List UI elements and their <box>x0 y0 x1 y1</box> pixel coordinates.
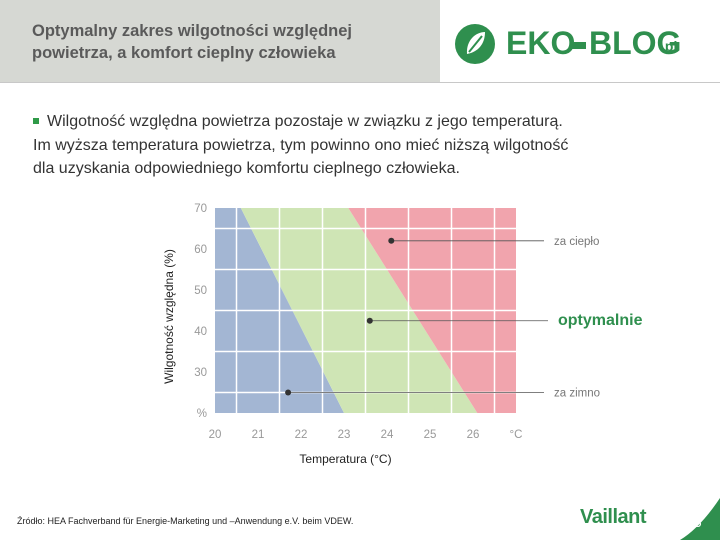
x-tick-label: 25 <box>424 429 437 441</box>
slide-title: Optymalny zakres wilgotności względnej p… <box>32 20 422 64</box>
x-tick-label: 20 <box>209 429 222 441</box>
body-line-3: dla uzyskania odpowiedniego komfortu cie… <box>33 160 460 177</box>
logo-blog: BLOG <box>589 25 682 61</box>
page-number: 8 <box>694 514 702 530</box>
annotation-point <box>366 317 373 324</box>
x-tick-label: 26 <box>467 429 480 441</box>
logo-suffix: .pl <box>661 38 678 54</box>
page-corner <box>680 498 720 540</box>
logo-eko: EKO <box>506 25 576 61</box>
body-text: Wilgotność względna powietrza pozostaje … <box>33 110 693 181</box>
leaf-logo-icon <box>455 24 495 64</box>
x-tick-label: 23 <box>338 429 351 441</box>
annotation-label: za ciepło <box>554 236 599 248</box>
annotation-label: optymalnie <box>558 312 643 329</box>
brand-logo: Vaillant <box>580 506 647 528</box>
title-line-1: Optymalny zakres wilgotności względnej <box>32 22 352 40</box>
source-note: Źródło: HEA Fachverband für Energie-Mark… <box>17 516 354 526</box>
y-tick-label: 60 <box>194 244 207 256</box>
body-line-1: Wilgotność względna powietrza pozostaje … <box>33 110 693 134</box>
title-line-2: powietrza, a komfort cieplny człowieka <box>32 44 336 62</box>
title-bar <box>0 0 440 82</box>
annotation-point <box>285 389 292 396</box>
y-tick-label: 70 <box>194 203 207 215</box>
comfort-chart: 70 60 50 40 30%20 21 22 23 24 25 26 °C Temperatura (… <box>162 203 643 466</box>
y-tick-label: 50 <box>194 285 207 297</box>
x-tick-label: 22 <box>295 429 308 441</box>
x-tick-label: °C <box>510 429 523 441</box>
bullet-icon <box>33 117 39 124</box>
y-tick-label: 30 <box>194 367 207 379</box>
x-axis-label: Temperatura (°C) <box>299 452 391 466</box>
logo-dash <box>572 42 586 49</box>
body-line-1-text: Wilgotność względna powietrza pozostaje … <box>47 113 563 130</box>
x-tick-label: 24 <box>381 429 394 441</box>
y-tick-label: 40 <box>194 326 207 338</box>
x-tick-label: 21 <box>252 429 265 441</box>
body-line-2: Im wyższa temperatura powietrza, tym pow… <box>33 136 569 154</box>
y-axis-label: Wilgotność względna (%) <box>162 249 176 384</box>
annotation-label: za zimno <box>554 388 600 400</box>
y-tick-label: % <box>197 408 207 420</box>
header-divider <box>0 82 720 83</box>
annotation-point <box>388 237 395 244</box>
